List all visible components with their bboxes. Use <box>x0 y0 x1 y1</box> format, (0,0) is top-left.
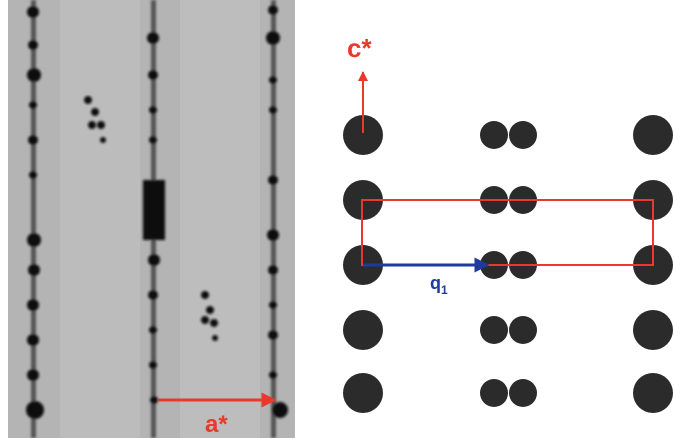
q-subscript: 1 <box>441 283 448 297</box>
schematic: c* q1 <box>343 33 673 413</box>
a-star-label: a* <box>205 411 228 438</box>
q-symbol: q <box>430 273 441 293</box>
q-label: q1 <box>430 273 448 297</box>
unit-cell <box>362 200 653 265</box>
diffraction-image: a* <box>8 0 295 438</box>
c-star-label: c* <box>347 33 372 63</box>
figure: a* c* q1 <box>0 0 674 438</box>
